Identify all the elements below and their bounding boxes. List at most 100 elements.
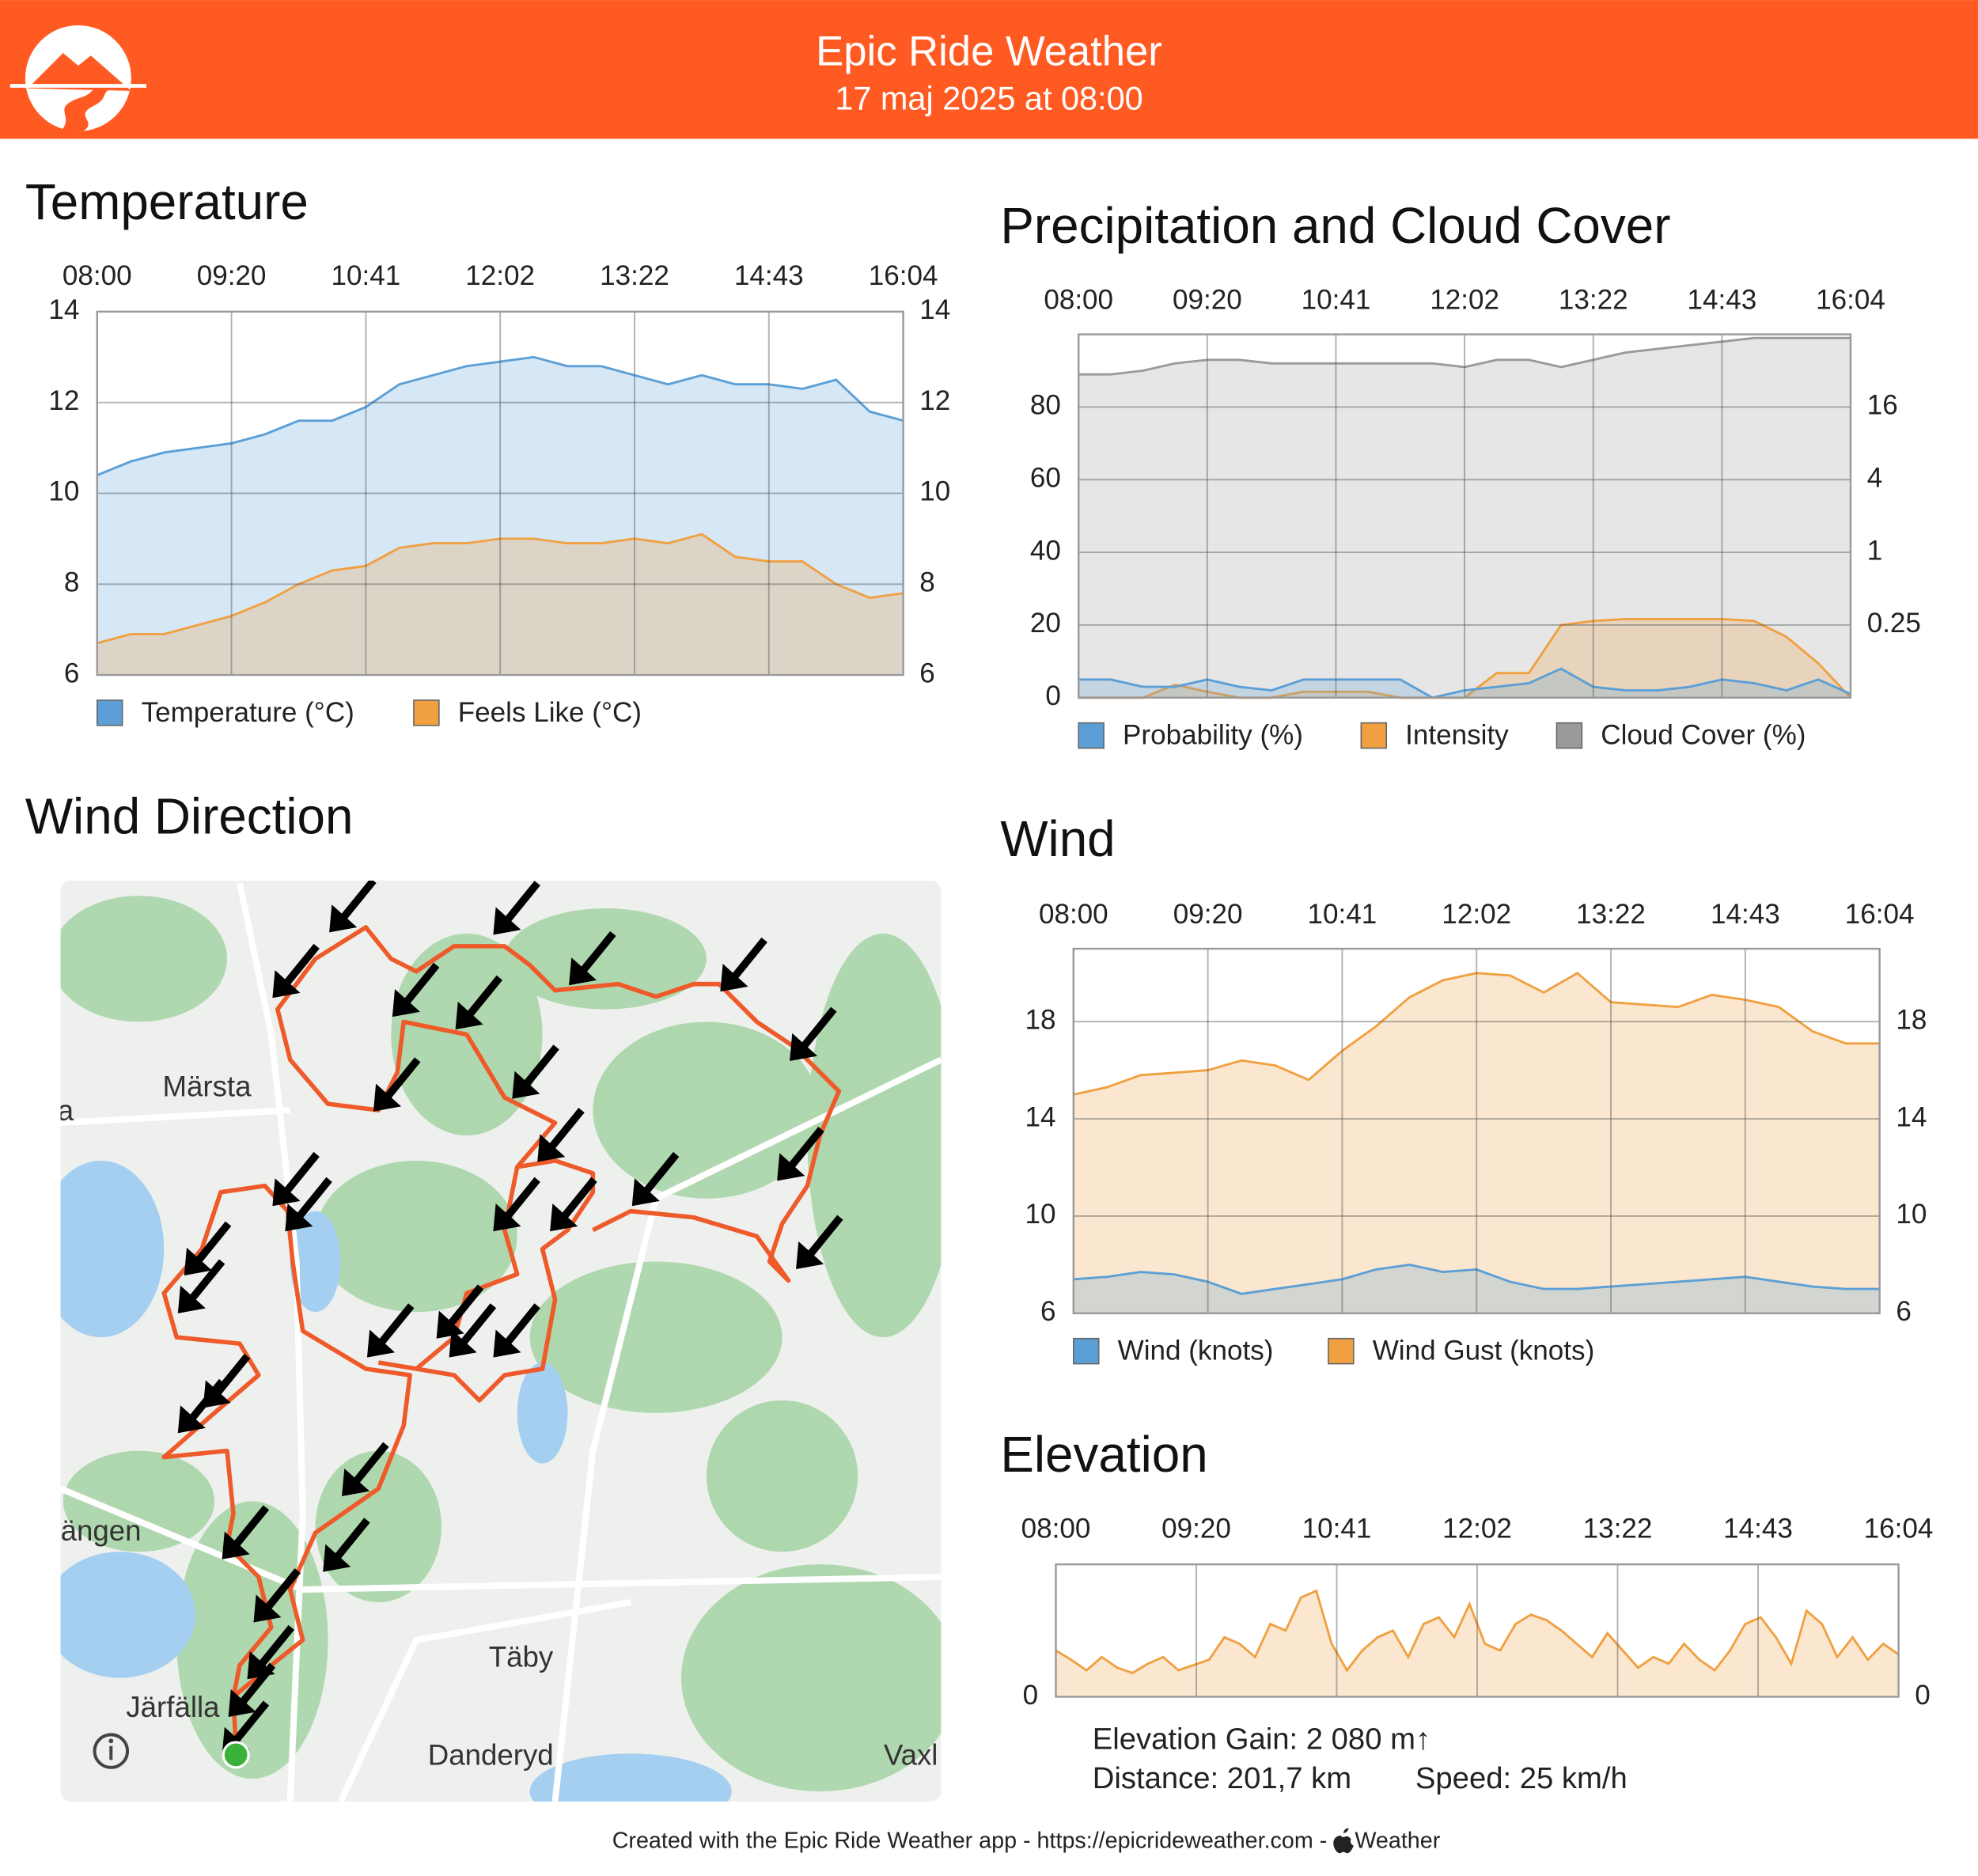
legend-swatch xyxy=(413,699,440,726)
plot-area xyxy=(1078,334,1851,698)
x-tick-label: 08:00 xyxy=(1039,899,1108,930)
legend-swatch xyxy=(1078,722,1105,749)
x-tick-label: 13:22 xyxy=(600,260,669,291)
legend-swatch xyxy=(1360,722,1388,749)
y-tick-label: 6 xyxy=(1040,1296,1056,1327)
x-tick-label: 14:43 xyxy=(1687,284,1756,315)
plot xyxy=(1055,1589,1900,1697)
plot-border xyxy=(1078,333,1852,699)
plot-area xyxy=(1073,949,1880,1313)
series-line xyxy=(1073,972,1880,1096)
series-line xyxy=(1078,336,1851,376)
x-tick-label: 14:43 xyxy=(1723,1513,1793,1544)
y2-tick-label: 14 xyxy=(1896,1101,1927,1132)
map-label: Vaxl xyxy=(884,1739,938,1772)
y2-tick-label: 10 xyxy=(919,476,950,507)
legend-swatch xyxy=(1555,722,1583,749)
y-tick-label: 20 xyxy=(1030,608,1061,639)
y-tick-label: 14 xyxy=(1025,1101,1055,1132)
legend-label: Probability (%) xyxy=(1123,719,1303,750)
x-tick-label: 09:20 xyxy=(1161,1513,1231,1544)
area-fill xyxy=(97,357,904,676)
plot-border xyxy=(1072,947,1881,1315)
footer: Created with the Epic Ride Weather app -… xyxy=(612,1828,1441,1853)
x-tick-label: 09:20 xyxy=(1173,284,1242,315)
legend-swatch xyxy=(96,699,123,726)
x-tick-label: 14:43 xyxy=(1711,899,1780,930)
map-title: Wind Direction xyxy=(25,787,354,844)
chart-title: Precipitation and Cloud Cover xyxy=(1000,197,1670,254)
x-tick-label: 12:02 xyxy=(1442,899,1511,930)
plot xyxy=(1078,336,1852,699)
plot-area xyxy=(1055,1564,1899,1697)
y-tick-label: 60 xyxy=(1030,463,1061,494)
chart-title: Elevation xyxy=(1000,1426,1207,1483)
y2-tick-label: 0 xyxy=(1915,1680,1931,1711)
y2-tick-label: 18 xyxy=(1896,1004,1927,1035)
y2-tick-label: 6 xyxy=(1896,1296,1912,1327)
y2-tick-label: 10 xyxy=(1896,1199,1927,1230)
area-fill xyxy=(1078,338,1851,698)
chart-title: Temperature xyxy=(25,173,309,230)
y-tick-label: 12 xyxy=(48,385,79,416)
footer-text: Created with the Epic Ride Weather app -… xyxy=(612,1828,1328,1853)
x-tick-label: 12:02 xyxy=(1430,284,1499,315)
y-tick-label: 14 xyxy=(48,294,79,325)
logo xyxy=(9,25,146,131)
legend-label: Temperature (°C) xyxy=(142,697,354,728)
area-fill xyxy=(1073,972,1880,1313)
series-line xyxy=(1078,667,1851,699)
series-line xyxy=(97,532,904,645)
y2-tick-label: 4 xyxy=(1867,463,1883,494)
y2-tick-label: 0.25 xyxy=(1867,608,1921,639)
app-title: Epic Ride Weather xyxy=(816,28,1162,75)
y2-tick-label: 1 xyxy=(1867,535,1883,566)
x-tick-label: 08:00 xyxy=(1044,284,1113,315)
x-tick-label: 16:04 xyxy=(1816,284,1885,315)
y2-tick-label: 6 xyxy=(919,658,935,688)
annotation: Distance: 201,7 km xyxy=(1093,1761,1351,1795)
series-line xyxy=(1055,1589,1900,1674)
legend-swatch xyxy=(1073,1337,1100,1365)
legend-label: Wind Gust (knots) xyxy=(1373,1336,1595,1366)
x-tick-label: 08:00 xyxy=(63,260,132,291)
legend-label: Wind (knots) xyxy=(1118,1336,1274,1366)
y-tick-label: 40 xyxy=(1030,535,1061,566)
y2-tick-label: 14 xyxy=(919,294,950,325)
y-tick-label: 18 xyxy=(1025,1004,1055,1035)
x-tick-label: 09:20 xyxy=(1173,899,1243,930)
y-tick-label: 10 xyxy=(1025,1199,1055,1230)
x-tick-label: 13:22 xyxy=(1559,284,1628,315)
y2-tick-label: 12 xyxy=(919,385,950,416)
x-tick-label: 16:04 xyxy=(1864,1513,1934,1544)
x-tick-label: 16:04 xyxy=(1845,899,1915,930)
x-tick-label: 10:41 xyxy=(1308,899,1377,930)
map-label: Järfälla xyxy=(126,1691,220,1723)
series-line xyxy=(1073,1263,1880,1295)
area-fill xyxy=(97,534,904,676)
x-tick-label: 16:04 xyxy=(869,260,938,291)
map-label: ängen xyxy=(61,1514,142,1547)
area-fill xyxy=(1055,1590,1899,1697)
x-tick-label: 10:41 xyxy=(331,260,400,291)
y-tick-label: 6 xyxy=(64,658,80,688)
x-tick-label: 13:22 xyxy=(1583,1513,1653,1544)
footer-source: Weather xyxy=(1355,1828,1440,1853)
map-label: Danderyd xyxy=(428,1739,554,1772)
y2-tick-label: 16 xyxy=(1867,390,1898,421)
annotation: Elevation Gain: 2 080 m↑ xyxy=(1093,1722,1430,1756)
area-fill xyxy=(1078,619,1851,698)
map-label: Märsta xyxy=(162,1071,252,1103)
legend-label: Intensity xyxy=(1405,719,1509,750)
y-tick-label: 0 xyxy=(1023,1680,1039,1711)
y-tick-label: 0 xyxy=(1045,680,1061,711)
chart-title: Wind xyxy=(1000,810,1115,867)
x-tick-label: 09:20 xyxy=(197,260,267,291)
plot xyxy=(1073,972,1880,1313)
x-tick-label: 12:02 xyxy=(1442,1513,1512,1544)
y2-tick-label: 8 xyxy=(919,567,935,598)
ride-date: 17 maj 2025 at 08:00 xyxy=(835,80,1142,117)
area-fill xyxy=(1073,1264,1880,1313)
x-tick-label: 12:02 xyxy=(465,260,535,291)
